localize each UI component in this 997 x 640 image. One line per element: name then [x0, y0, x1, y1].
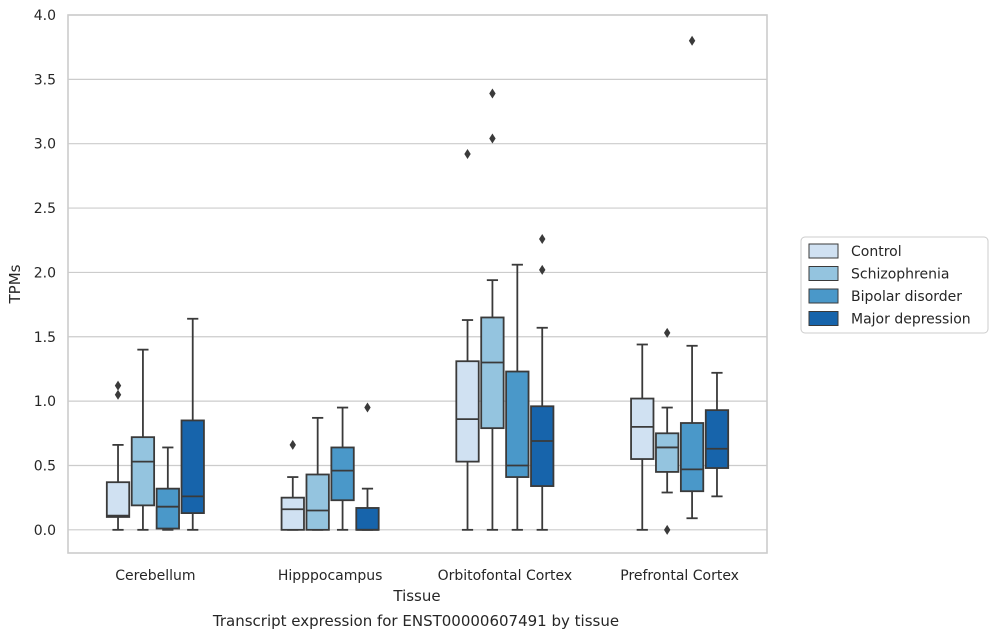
outlier-point — [289, 439, 296, 450]
box-2-3 — [530, 233, 555, 531]
box-body — [180, 419, 205, 515]
legend-label-3: Major depression — [851, 312, 971, 328]
x-tick-label-2: Orbitofontal Cortex — [438, 568, 573, 584]
x-tick-label-0: Cerebellum — [115, 568, 195, 584]
x-tick-label-3: Prefrontal Cortex — [620, 568, 739, 584]
box-body — [130, 436, 156, 507]
legend-label-0: Control — [851, 244, 902, 260]
outlier-point — [114, 389, 122, 400]
box-1-0 — [280, 439, 305, 531]
legend-swatch-1 — [808, 266, 839, 281]
outlier-point — [114, 380, 122, 391]
y-tick-label-8: 4.0 — [34, 8, 56, 24]
y-tick-label-2: 1.0 — [34, 394, 56, 410]
x-tick-label-1: Hipppocampus — [278, 568, 383, 584]
box-2-2 — [505, 263, 530, 531]
box-body — [455, 360, 480, 463]
box-0-1 — [130, 348, 156, 531]
box-1-3 — [355, 402, 380, 531]
box-body — [480, 316, 505, 430]
outlier-point — [539, 264, 546, 275]
box-3-0 — [630, 343, 655, 531]
outlier-point — [539, 233, 546, 244]
figure-caption: Transcript expression for ENST0000060749… — [212, 612, 620, 630]
y-tick-label-6: 3.0 — [34, 137, 56, 153]
outlier-point — [364, 402, 371, 413]
outlier-point — [464, 149, 471, 160]
box-body — [530, 405, 555, 487]
x-axis-label: Tissue — [392, 587, 440, 605]
y-axis-label: TPMs — [6, 264, 24, 304]
y-tick-label-0: 0.0 — [34, 523, 56, 539]
box-body — [655, 432, 680, 473]
box-body — [355, 507, 380, 531]
legend-label-2: Bipolar disorder — [851, 289, 962, 305]
plot-frame — [67, 14, 768, 554]
box-body — [105, 481, 131, 518]
box-0-2 — [155, 446, 180, 531]
box-2-1 — [480, 88, 505, 531]
box-body — [704, 409, 730, 469]
outlier-point — [688, 35, 696, 46]
y-tick-label-5: 2.5 — [34, 201, 56, 217]
outlier-point — [489, 133, 496, 144]
box-2-0 — [455, 149, 480, 531]
outlier-point — [663, 524, 671, 535]
box-0-0 — [105, 380, 131, 531]
outlier-point — [663, 327, 671, 338]
box-body — [155, 487, 180, 530]
legend-swatch-2 — [808, 288, 839, 304]
x-tick-labels: Cerebellum Hipppocampus Orbitofontal Corte… — [115, 568, 739, 584]
y-tick-label-1: 0.5 — [34, 458, 56, 474]
box-body — [280, 496, 305, 531]
y-tick-label-3: 1.5 — [34, 330, 56, 346]
box-body — [305, 473, 330, 531]
boxes — [105, 35, 730, 535]
legend-swatch-3 — [808, 311, 839, 326]
outlier-point — [489, 88, 496, 99]
legend: Control Schizophrenia Bipolar disorder Majo… — [800, 236, 989, 334]
legend-frame — [800, 236, 989, 334]
box-1-2 — [330, 406, 355, 531]
box-3-3 — [704, 371, 730, 498]
box-0-3 — [180, 317, 205, 531]
box-3-1 — [655, 327, 680, 535]
box-3-2 — [679, 35, 705, 520]
legend-label-1: Schizophrenia — [851, 267, 949, 283]
box-body — [630, 397, 655, 460]
box-body — [330, 446, 355, 502]
y-tick-labels: 0.0 0.5 1.0 1.5 2.0 2.5 3.0 3.5 4.0 — [34, 8, 56, 539]
y-tick-label-4: 2.0 — [34, 265, 56, 281]
box-body — [679, 422, 705, 493]
box-body — [505, 370, 530, 478]
box-1-1 — [305, 416, 330, 531]
y-tick-label-7: 3.5 — [34, 72, 56, 88]
legend-swatch-0 — [808, 243, 839, 259]
